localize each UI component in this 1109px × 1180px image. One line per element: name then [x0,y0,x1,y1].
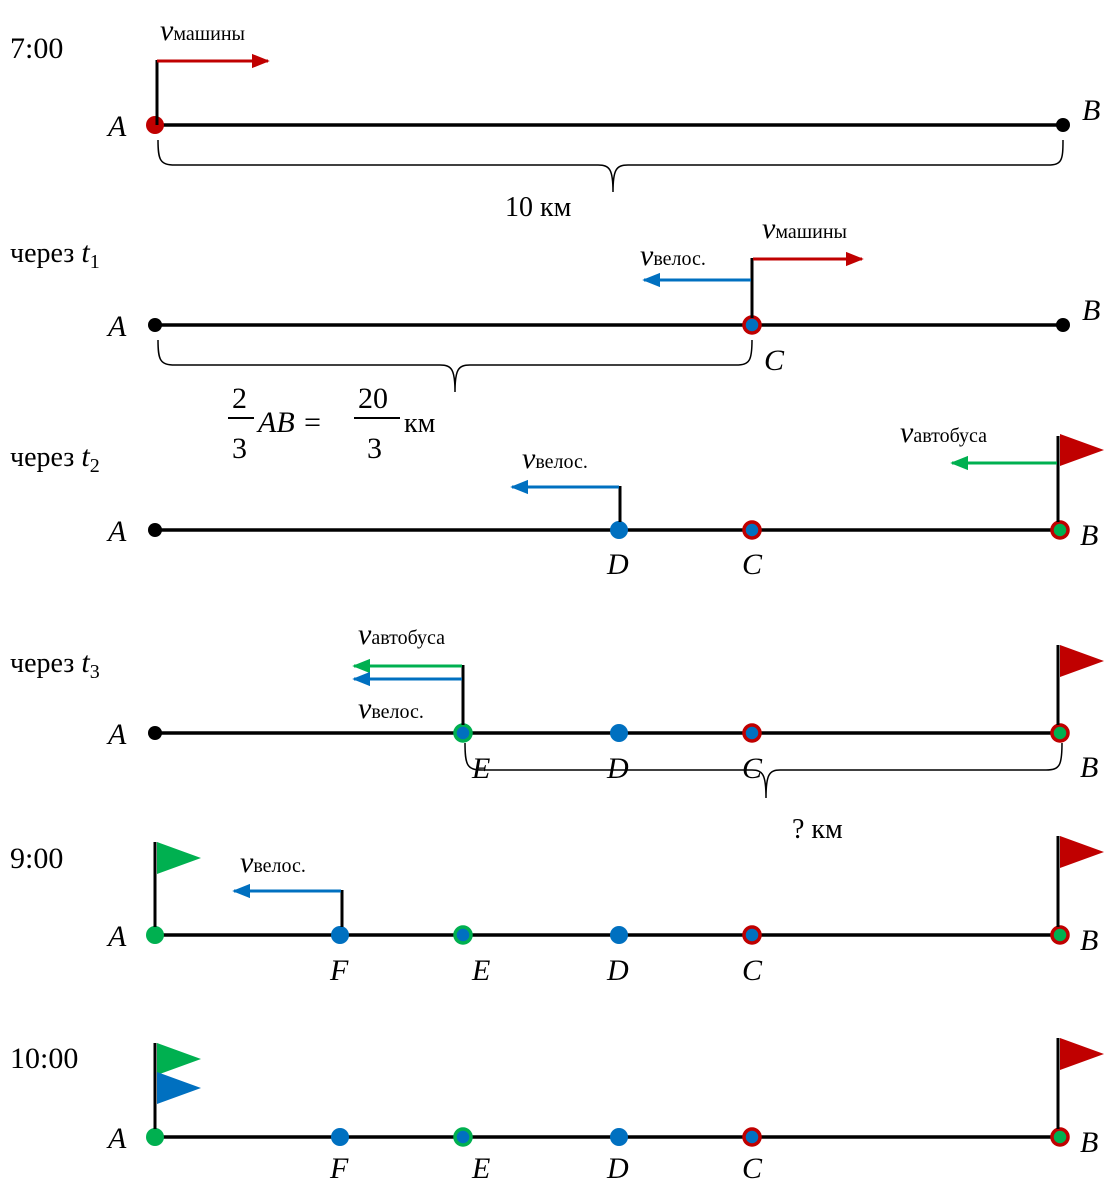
label-d: D [606,752,629,785]
label-b: B [1082,294,1100,327]
label-c: C [742,752,763,785]
unknown-distance-label: ? км [792,814,843,845]
label-c: C [764,344,785,377]
label-a: A [106,110,127,143]
label-c: C [742,1152,763,1180]
point-b [1050,520,1070,540]
label-d: D [606,548,629,581]
time-label: 7:00 [10,32,63,65]
time-label: 10:00 [10,1042,78,1075]
bike-velocity-label: vвелос. [640,239,706,272]
point-e [453,925,473,945]
red-flag [1060,645,1104,677]
row-t2: через t2 A B D C vвелос. vавтобуса [10,416,1104,581]
row-t3: через t3 A B E D C vавтобуса vвелос. ? к… [10,618,1104,845]
label-d: D [606,1152,629,1180]
brace-ac [157,339,753,393]
point-a-bus [146,1128,164,1146]
point-d [610,1128,628,1146]
label-b: B [1082,94,1100,127]
point-c [742,723,762,743]
point-e [453,1127,473,1147]
point-e [453,723,473,743]
label-b: B [1080,519,1098,552]
point-f [331,926,349,944]
row-t1: через t1 A B C vмашины vвелос. 2 3 AB = … [10,212,1100,465]
point-b [1056,318,1070,332]
car-velocity-label: vмашины [160,14,245,47]
point-c [742,315,762,335]
label-b: B [1080,751,1098,784]
point-d [610,724,628,742]
point-c [742,925,762,945]
label-a: A [106,1122,127,1155]
brace-eb [464,742,1063,799]
red-flag [1060,434,1104,466]
point-c [742,1127,762,1147]
red-flag [1060,836,1104,868]
svg-text:3: 3 [232,432,247,465]
point-d [610,521,628,539]
point-d [610,926,628,944]
red-flag [1060,1038,1104,1070]
point-b [1050,723,1070,743]
point-c [742,520,762,540]
label-a: A [106,310,127,343]
label-f: F [329,954,349,987]
label-a: A [106,718,127,751]
time-label: через t2 [10,440,100,477]
bike-velocity-label: vвелос. [522,442,588,475]
point-b [1056,118,1070,132]
label-e: E [471,1152,490,1180]
label-b: B [1080,924,1098,957]
row-10-00: 10:00 A B F E D C [10,1038,1104,1180]
ac-distance-formula: 2 3 AB = 20 3 км [228,382,436,465]
label-e: E [471,954,490,987]
point-a-car [146,116,164,134]
svg-text:км: км [404,408,436,439]
svg-text:20: 20 [358,382,388,415]
bike-velocity-label: vвелос. [240,846,306,879]
row-7-00: 7:00 A B vмашины 10 км [10,14,1100,223]
svg-text:3: 3 [367,432,382,465]
point-f [331,1128,349,1146]
car-velocity-label: vмашины [762,212,847,245]
point-a [148,726,162,740]
bus-velocity-label: vавтобуса [358,618,445,651]
point-a [148,523,162,537]
green-flag [157,842,201,874]
green-flag [157,1043,201,1075]
point-b [1050,1127,1070,1147]
bus-velocity-label: vавтобуса [900,416,987,449]
time-label: через t3 [10,646,100,683]
label-d: D [606,954,629,987]
label-c: C [742,954,763,987]
distance-label: 10 км [505,192,572,223]
brace-ab [157,139,1064,193]
point-b [1050,925,1070,945]
label-b: B [1080,1126,1098,1159]
label-a: A [106,920,127,953]
svg-text:AB =: AB = [256,406,322,439]
point-a-bus [146,926,164,944]
bike-velocity-label: vвелос. [358,692,424,725]
label-e: E [471,752,490,785]
point-a [148,318,162,332]
time-label: через t1 [10,236,100,273]
time-label: 9:00 [10,842,63,875]
label-f: F [329,1152,349,1180]
row-9-00: 9:00 A B F E D C vвелос. [10,836,1104,987]
label-a: A [106,515,127,548]
blue-flag [157,1072,201,1104]
label-c: C [742,548,763,581]
svg-text:2: 2 [232,382,247,415]
